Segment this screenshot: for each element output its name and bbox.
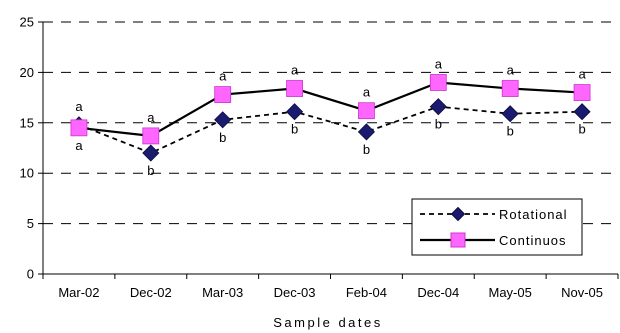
legend-box bbox=[411, 198, 583, 256]
significance-label: a bbox=[147, 110, 155, 125]
significance-label: a bbox=[291, 63, 299, 78]
significance-label: a bbox=[75, 99, 83, 114]
significance-label: b bbox=[147, 163, 154, 178]
legend-marker-rotational bbox=[450, 206, 466, 222]
significance-label: a bbox=[75, 138, 83, 153]
legend-marker-continuos bbox=[450, 232, 466, 248]
significance-label: b bbox=[435, 117, 442, 132]
significance-label: b bbox=[363, 142, 370, 157]
x-tick-label: Dec-04 bbox=[417, 285, 459, 300]
point-continuos bbox=[70, 119, 88, 137]
series-group: a b b b b b b b a a a a a a a a bbox=[70, 56, 591, 178]
y-tick-label: 5 bbox=[27, 216, 34, 231]
point-continuos bbox=[214, 86, 232, 103]
x-tick-label: Nov-05 bbox=[561, 285, 603, 300]
x-tick-label: Dec-02 bbox=[130, 285, 172, 300]
legend: Rotational Continuos bbox=[411, 198, 583, 256]
y-tick-label: 20 bbox=[20, 65, 34, 80]
significance-label: b bbox=[578, 122, 585, 137]
significance-label: b bbox=[507, 124, 514, 139]
significance-label: a bbox=[507, 63, 515, 78]
point-rotational bbox=[142, 144, 160, 162]
point-continuos bbox=[286, 80, 303, 97]
x-tick-label: Mar-03 bbox=[202, 285, 243, 300]
point-continuos bbox=[358, 102, 375, 120]
series-line-continuos bbox=[78, 81, 583, 138]
significance-label: a bbox=[578, 67, 586, 82]
significance-label: a bbox=[435, 56, 443, 71]
point-rotational bbox=[429, 98, 447, 116]
significance-label: b bbox=[291, 122, 298, 137]
x-tick-label: Mar-02 bbox=[58, 285, 99, 300]
legend-label-continuos: Continuos bbox=[499, 233, 567, 248]
point-rotational bbox=[357, 123, 376, 141]
point-rotational bbox=[573, 103, 591, 121]
point-continuos bbox=[429, 74, 447, 91]
significance-label: a bbox=[363, 85, 371, 100]
point-rotational bbox=[285, 103, 304, 121]
point-continuos bbox=[573, 84, 591, 101]
grid-lines bbox=[43, 21, 618, 225]
y-tick-label: 0 bbox=[27, 267, 34, 282]
y-tick-label: 15 bbox=[20, 115, 34, 130]
significance-label: a bbox=[219, 69, 227, 84]
significance-label: b bbox=[219, 130, 226, 145]
x-tick-label: Dec-03 bbox=[274, 285, 316, 300]
y-tick-label: 25 bbox=[20, 15, 34, 30]
point-rotational bbox=[214, 111, 232, 129]
series-line-rotational bbox=[78, 105, 583, 155]
x-tick-label: Feb-04 bbox=[346, 285, 387, 300]
y-tick-labels: 0 5 10 15 20 25 bbox=[20, 15, 34, 282]
x-axis-title: Sample dates bbox=[273, 315, 383, 330]
y-tick-label: 10 bbox=[20, 166, 34, 181]
point-rotational bbox=[501, 105, 519, 123]
axes bbox=[38, 21, 619, 279]
legend-label-rotational: Rotational bbox=[499, 207, 568, 222]
x-tick-label: May-05 bbox=[489, 285, 532, 300]
point-continuos bbox=[501, 80, 519, 97]
x-tick-labels: Mar-02 Dec-02 Mar-03 Dec-03 Feb-04 Dec-04 May-… bbox=[58, 285, 603, 300]
point-continuos bbox=[142, 127, 160, 145]
